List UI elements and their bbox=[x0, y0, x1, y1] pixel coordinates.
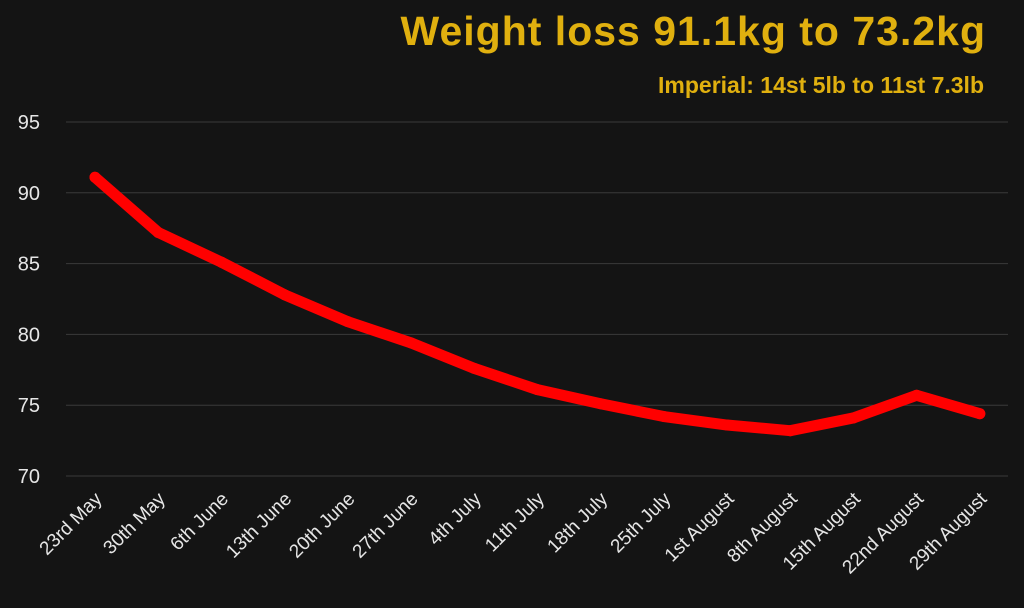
data-point bbox=[784, 425, 796, 437]
x-tick-label: 11th July bbox=[481, 488, 549, 556]
y-tick-label: 95 bbox=[18, 112, 40, 134]
y-tick-label: 80 bbox=[18, 324, 40, 346]
y-tick-label: 75 bbox=[18, 395, 40, 417]
x-tick-label: 23rd May bbox=[36, 488, 107, 559]
chart-title: Weight loss 91.1kg to 73.2kg bbox=[400, 8, 986, 54]
x-tick-label: 18th July bbox=[544, 488, 613, 557]
data-point bbox=[342, 316, 354, 328]
data-point bbox=[721, 419, 733, 431]
chart-subtitle: Imperial: 14st 5lb to 11st 7.3lb bbox=[658, 72, 984, 98]
y-tick-label: 85 bbox=[18, 254, 40, 276]
x-tick-label: 4th July bbox=[425, 488, 487, 550]
data-point bbox=[595, 398, 607, 410]
x-tick-label: 27th June bbox=[349, 489, 423, 563]
data-point bbox=[279, 289, 291, 301]
data-point bbox=[152, 226, 164, 238]
data-point bbox=[531, 384, 543, 396]
y-tick-label: 70 bbox=[18, 466, 40, 488]
x-tick-label: 13th June bbox=[222, 489, 296, 563]
data-point bbox=[405, 337, 417, 349]
data-point bbox=[468, 362, 480, 374]
x-tick-label: 6th June bbox=[167, 489, 233, 555]
x-tick-label: 20th June bbox=[285, 489, 359, 563]
data-point bbox=[847, 412, 859, 424]
x-tick-label: 30th May bbox=[100, 488, 170, 558]
data-point bbox=[215, 256, 227, 268]
data-point bbox=[658, 411, 670, 423]
data-point bbox=[974, 408, 986, 420]
y-tick-label: 90 bbox=[18, 183, 40, 205]
data-point bbox=[911, 389, 923, 401]
data-point bbox=[89, 171, 101, 183]
